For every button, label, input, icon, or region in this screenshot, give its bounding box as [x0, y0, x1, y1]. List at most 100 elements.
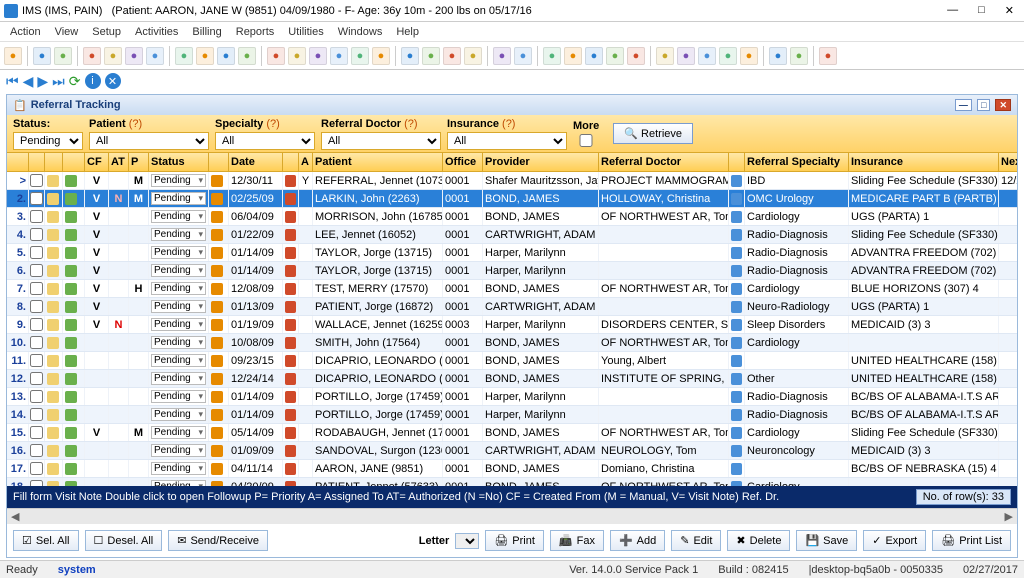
- row-checkbox[interactable]: [30, 300, 43, 313]
- nav-next-icon[interactable]: ▶: [37, 73, 48, 90]
- visit-note-icon[interactable]: [65, 211, 77, 223]
- visit-note-icon[interactable]: [65, 175, 77, 187]
- row-checkbox[interactable]: [30, 462, 43, 475]
- table-row[interactable]: 2.VNMPending▾02/25/09LARKIN, John (2263)…: [7, 190, 1017, 208]
- pt-icon[interactable]: [285, 193, 296, 205]
- col-header[interactable]: Referral Specialty: [745, 153, 849, 171]
- toolbar-icon[interactable]: ●: [146, 47, 164, 65]
- form-icon[interactable]: [47, 391, 59, 403]
- print-list-button[interactable]: 🖨 Print List: [932, 530, 1011, 551]
- table-row[interactable]: 11.Pending▾09/23/15DICAPRIO, LEONARDO (8…: [7, 352, 1017, 370]
- pt-icon[interactable]: [285, 265, 296, 277]
- form-icon[interactable]: [47, 445, 59, 457]
- date-icon[interactable]: [211, 355, 223, 367]
- table-row[interactable]: 12.Pending▾12/24/14DICAPRIO, LEONARDO (8…: [7, 370, 1017, 388]
- toolbar-icon[interactable]: ●: [54, 47, 72, 65]
- cancel-icon[interactable]: ✕: [105, 73, 121, 89]
- nav-first-icon[interactable]: ⏮: [6, 73, 19, 90]
- letter-select[interactable]: [455, 533, 479, 549]
- insurance-select[interactable]: All: [447, 132, 567, 150]
- date-icon[interactable]: [211, 319, 223, 331]
- row-checkbox[interactable]: [30, 192, 43, 205]
- pt-icon[interactable]: [285, 319, 296, 331]
- visit-note-icon[interactable]: [65, 427, 77, 439]
- form-icon[interactable]: [47, 193, 59, 205]
- toolbar-icon[interactable]: ●: [698, 47, 716, 65]
- rs-icon[interactable]: [731, 463, 742, 475]
- menu-windows[interactable]: Windows: [332, 24, 389, 40]
- form-icon[interactable]: [47, 427, 59, 439]
- date-icon[interactable]: [211, 445, 223, 457]
- toolbar-icon[interactable]: ●: [175, 47, 193, 65]
- table-row[interactable]: 8.VPending▾01/13/09PATIENT, Jorge (16872…: [7, 298, 1017, 316]
- visit-note-icon[interactable]: [65, 247, 77, 259]
- results-grid[interactable]: CFATPStatusDateAPatientOfficeProviderRef…: [7, 153, 1017, 486]
- form-icon[interactable]: [47, 409, 59, 421]
- date-icon[interactable]: [211, 265, 223, 277]
- more-checkbox[interactable]: [573, 134, 599, 147]
- rs-icon[interactable]: [731, 247, 742, 259]
- rs-icon[interactable]: [731, 445, 742, 457]
- row-checkbox[interactable]: [30, 426, 43, 439]
- form-icon[interactable]: [47, 229, 59, 241]
- pt-icon[interactable]: [285, 355, 296, 367]
- toolbar-icon[interactable]: ●: [125, 47, 143, 65]
- toolbar-icon[interactable]: ●: [309, 47, 327, 65]
- pt-icon[interactable]: [285, 175, 296, 187]
- menu-view[interactable]: View: [49, 24, 85, 40]
- row-checkbox[interactable]: [30, 174, 43, 187]
- visit-note-icon[interactable]: [65, 319, 77, 331]
- table-row[interactable]: >VMPending▾12/30/11YREFERRAL, Jennet (10…: [7, 172, 1017, 190]
- col-header[interactable]: Next Followup: [999, 153, 1017, 171]
- toolbar-icon[interactable]: ●: [351, 47, 369, 65]
- rs-icon[interactable]: [731, 265, 742, 277]
- col-header[interactable]: Status: [149, 153, 209, 171]
- table-row[interactable]: 16.Pending▾01/09/09SANDOVAL, Surgon (123…: [7, 442, 1017, 460]
- date-icon[interactable]: [211, 229, 223, 241]
- col-header[interactable]: Date: [229, 153, 283, 171]
- toolbar-icon[interactable]: ●: [196, 47, 214, 65]
- form-icon[interactable]: [47, 373, 59, 385]
- toolbar-icon[interactable]: ●: [330, 47, 348, 65]
- toolbar-icon[interactable]: ●: [33, 47, 51, 65]
- form-icon[interactable]: [47, 247, 59, 259]
- rs-icon[interactable]: [731, 355, 742, 367]
- form-icon[interactable]: [47, 319, 59, 331]
- panel-minimize-button[interactable]: —: [955, 99, 972, 111]
- table-row[interactable]: 7.VHPending▾12/08/09TEST, MERRY (17570)0…: [7, 280, 1017, 298]
- menu-utilities[interactable]: Utilities: [282, 24, 329, 40]
- panel-maximize-button[interactable]: □: [977, 99, 990, 111]
- row-checkbox[interactable]: [30, 318, 43, 331]
- col-header[interactable]: [29, 153, 45, 171]
- form-icon[interactable]: [47, 283, 59, 295]
- toolbar-icon[interactable]: ●: [543, 47, 561, 65]
- refresh-icon[interactable]: ⟳: [69, 73, 81, 90]
- visit-note-icon[interactable]: [65, 355, 77, 367]
- col-header[interactable]: [283, 153, 299, 171]
- visit-note-icon[interactable]: [65, 229, 77, 241]
- toolbar-icon[interactable]: ●: [677, 47, 695, 65]
- row-checkbox[interactable]: [30, 390, 43, 403]
- date-icon[interactable]: [211, 283, 223, 295]
- table-row[interactable]: 9.VNPending▾01/19/09WALLACE, Jennet (162…: [7, 316, 1017, 334]
- visit-note-icon[interactable]: [65, 301, 77, 313]
- col-header[interactable]: Office: [443, 153, 483, 171]
- rs-icon[interactable]: [731, 337, 742, 349]
- toolbar-icon[interactable]: ●: [464, 47, 482, 65]
- form-icon[interactable]: [47, 175, 59, 187]
- table-row[interactable]: 3.VPending▾06/04/09MORRISON, John (16785…: [7, 208, 1017, 226]
- retrieve-button[interactable]: 🔍 Retrieve: [613, 123, 693, 144]
- row-checkbox[interactable]: [30, 336, 43, 349]
- visit-note-icon[interactable]: [65, 283, 77, 295]
- toolbar-icon[interactable]: ●: [443, 47, 461, 65]
- row-checkbox[interactable]: [30, 354, 43, 367]
- nav-last-icon[interactable]: ⏭: [52, 73, 65, 90]
- row-checkbox[interactable]: [30, 264, 43, 277]
- minimize-button[interactable]: —: [941, 2, 964, 19]
- col-header[interactable]: Patient: [313, 153, 443, 171]
- row-checkbox[interactable]: [30, 246, 43, 259]
- rs-icon[interactable]: [731, 373, 742, 385]
- col-header[interactable]: [45, 153, 63, 171]
- date-icon[interactable]: [211, 337, 223, 349]
- nav-prev-icon[interactable]: ◀: [23, 73, 34, 90]
